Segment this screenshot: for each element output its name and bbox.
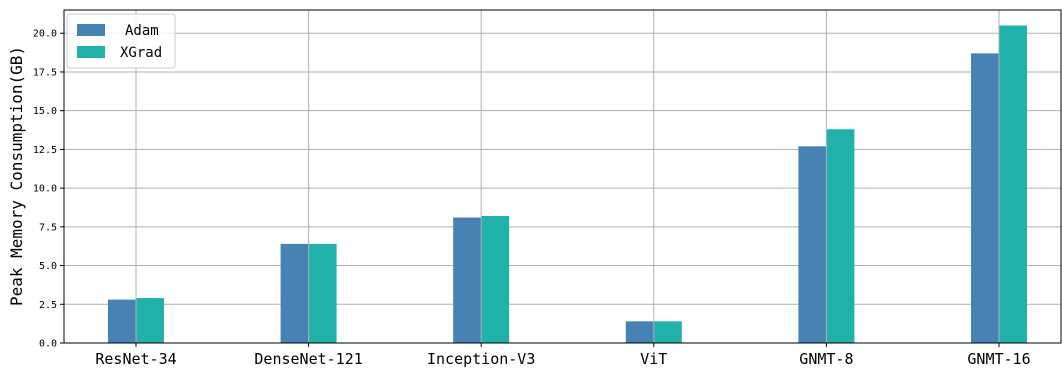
y-tick-label: 12.5 xyxy=(33,145,57,156)
legend-swatch-xgrad xyxy=(77,46,105,58)
x-tick-label: ViT xyxy=(640,350,667,368)
bar-adam-gnmt-8 xyxy=(798,146,827,343)
y-ticks: 0.0 2.5 5.0 7.5 10.0 12.5 15.0 17.5 20.0 xyxy=(33,29,64,350)
plot-frame xyxy=(63,9,1062,344)
legend-swatch-adam xyxy=(77,24,105,36)
bar-xgrad-vit xyxy=(653,321,682,343)
bars xyxy=(108,10,1027,344)
x-tick-label: GNMT-8 xyxy=(799,350,853,368)
grid xyxy=(64,32,1061,305)
y-tick-label: 5.0 xyxy=(39,261,57,272)
legend-label-adam: Adam xyxy=(125,23,159,39)
bar-xgrad-inception-v3 xyxy=(481,215,510,343)
x-tick-label: DenseNet-121 xyxy=(254,350,362,368)
y-tick-label: 2.5 xyxy=(39,300,57,311)
bar-xgrad-gnmt-8 xyxy=(826,129,855,343)
y-axis-label: Peak Memory Consumption(GB) xyxy=(7,46,26,306)
axes xyxy=(63,9,1062,344)
y-tick-label: 10.0 xyxy=(33,184,57,195)
bar-adam-inception-v3 xyxy=(453,217,482,343)
legend-label-xgrad: XGrad xyxy=(120,45,162,61)
bar-xgrad-densenet-121 xyxy=(308,243,337,343)
bar-xgrad-resnet-34 xyxy=(136,298,164,343)
bar-adam-resnet-34 xyxy=(108,299,136,343)
y-tick-label: 20.0 xyxy=(33,29,57,40)
x-tick-label: Inception-V3 xyxy=(427,350,535,368)
y-tick-label: 0.0 xyxy=(39,339,57,350)
y-tick-label: 17.5 xyxy=(33,67,57,78)
x-tick-label: ResNet-34 xyxy=(95,350,176,368)
bar-adam-densenet-121 xyxy=(280,243,309,343)
y-tick-label: 7.5 xyxy=(39,222,57,233)
bar-adam-vit xyxy=(625,321,654,343)
bar-xgrad-gnmt-16 xyxy=(999,25,1027,343)
y-tick-label: 15.0 xyxy=(33,106,57,117)
bar-adam-gnmt-16 xyxy=(971,53,999,344)
x-tick-label: GNMT-16 xyxy=(967,350,1030,368)
x-ticks: ResNet-34 DenseNet-121 Inception-V3 ViT GNMT… xyxy=(95,343,1031,368)
legend: Adam XGrad xyxy=(66,13,176,69)
